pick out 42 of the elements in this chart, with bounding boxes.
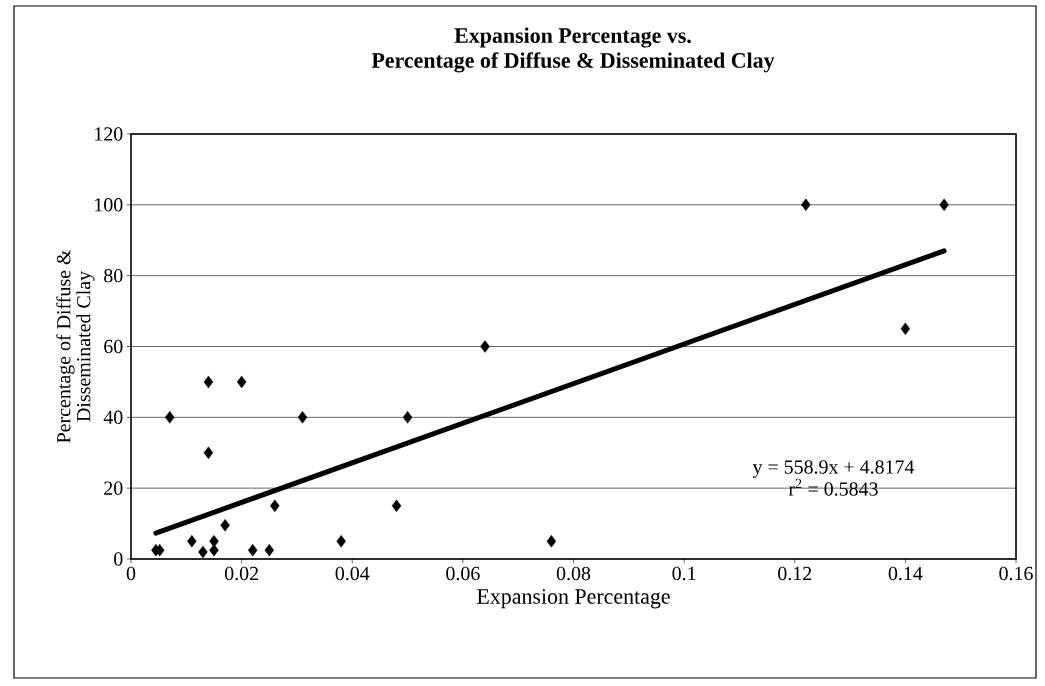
point: [270, 499, 280, 513]
annotation: y = 558.9x + 4.8174: [752, 460, 915, 478]
point: [297, 411, 308, 424]
point: [247, 543, 258, 557]
y-tick-label: 100: [95, 198, 123, 212]
point: [546, 535, 557, 548]
point: [155, 543, 165, 557]
point: [391, 499, 402, 513]
x-axis-title: Expansion Percentage: [477, 589, 670, 609]
point: [402, 411, 413, 424]
x-tick-label: 0.14: [888, 566, 923, 581]
point: [220, 519, 230, 532]
point: [203, 446, 214, 459]
y-tick-label: 60: [104, 339, 123, 354]
x-tick-label: 0.08: [556, 566, 591, 581]
point: [480, 340, 490, 353]
point: [264, 543, 274, 557]
point: [165, 411, 175, 424]
x-tick-label: 0.02: [224, 566, 258, 581]
y-tick-label: 120: [95, 127, 123, 141]
x-tick-label: 0.1: [672, 566, 696, 581]
y-tick-label: 40: [103, 410, 123, 425]
point: [203, 375, 214, 389]
y-tick-label: 0: [114, 552, 123, 566]
point: [900, 322, 911, 335]
point: [187, 535, 197, 548]
annotation: r$^{2}$ = 0.5843: [788, 478, 878, 496]
x-tick-label: 0.04: [335, 566, 370, 581]
point: [336, 535, 346, 548]
point: [198, 545, 208, 559]
chart-subtitle: Percentage of Diffuse & Disseminated Clay: [371, 52, 775, 73]
x-tick-label: 0.16: [999, 566, 1033, 581]
point: [801, 198, 811, 212]
point: [939, 198, 949, 212]
x-tick-label: 0: [126, 566, 136, 581]
x-tick-label: 0.12: [778, 566, 812, 581]
y-tick-label: 80: [104, 268, 123, 283]
y-tick-label: 20: [104, 481, 123, 495]
x-tick-label: 0.06: [446, 566, 480, 581]
point: [236, 375, 247, 389]
chart-title: Expansion Percentage vs.: [454, 27, 691, 48]
y-axis-title: Percentage of Diffuse & Disseminated Clay: [56, 249, 95, 443]
